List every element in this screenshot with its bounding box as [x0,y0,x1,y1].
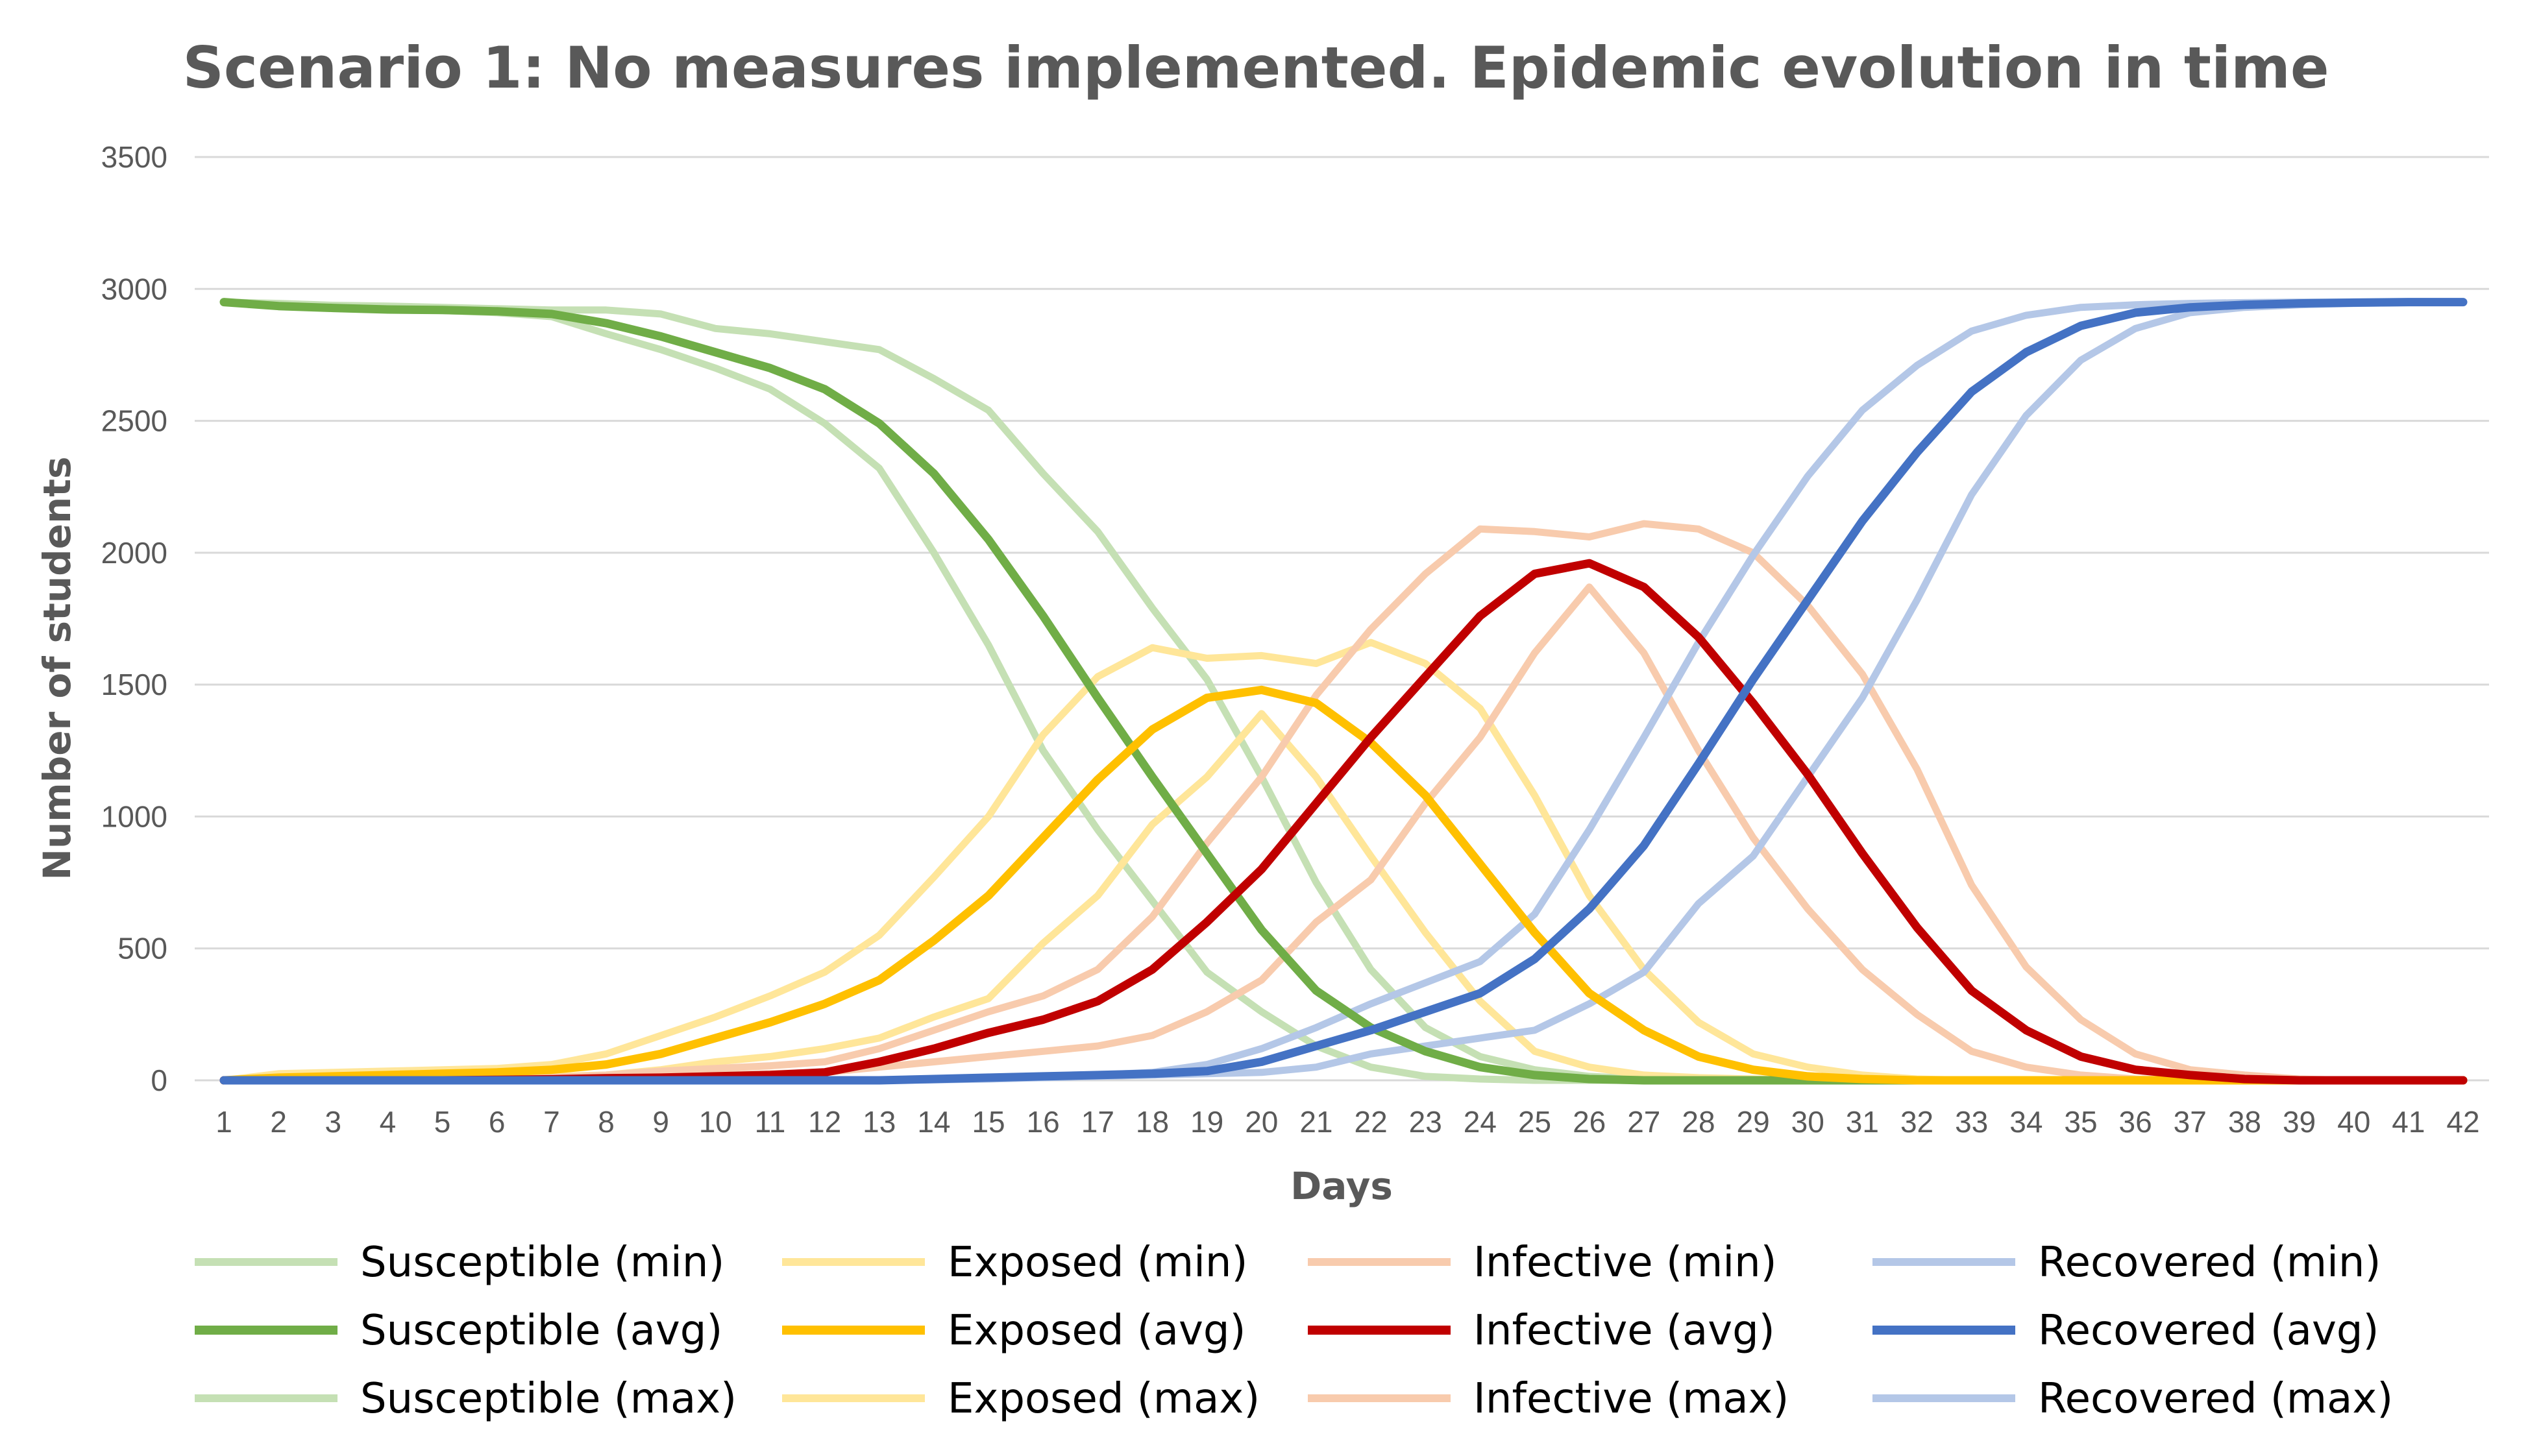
legend: Susceptible (min) Susceptible (avg) Suscep… [195,1239,2393,1423]
x-tick-label: 17 [1081,1105,1114,1139]
x-tick-label: 33 [1955,1105,1988,1139]
legend-label-susceptible-avg: Susceptible (avg) [360,1307,722,1355]
legend-label-susceptible-min: Susceptible (min) [360,1239,724,1287]
x-tick-label: 23 [1409,1105,1442,1139]
x-tick-label: 20 [1245,1105,1278,1139]
x-tick-label: 10 [699,1105,732,1139]
x-tick-label: 12 [808,1105,841,1139]
series-line-recovered-min [220,298,2467,1084]
x-tick-label: 16 [1027,1105,1060,1139]
x-tick-label: 35 [2064,1105,2097,1139]
legend-label-exposed-max: Exposed (max) [948,1375,1260,1423]
x-tick-label: 25 [1518,1105,1551,1139]
series-line-susceptible-min [220,298,2467,1084]
x-tick-label: 3 [325,1105,341,1139]
x-tick-label: 21 [1299,1105,1332,1139]
x-tick-label: 13 [863,1105,896,1139]
series-line-susceptible-avg [219,298,2468,1085]
x-tick-label: 19 [1190,1105,1223,1139]
gridlines [195,156,2489,1082]
x-axis-title: Days [1290,1164,1393,1208]
x-axis-ticks: 1 2 3 4 5 6 7 8 9 10 11 12 13 14 15 16 17 18 19 20 21 22 23 24 2… [215,1105,2479,1139]
y-axis-title: Number of students [35,456,79,880]
x-tick-label: 40 [2337,1105,2370,1139]
x-tick-label: 28 [1682,1105,1715,1139]
y-tick-label: 3000 [101,272,167,306]
x-tick-label: 39 [2283,1105,2316,1139]
x-tick-label: 36 [2119,1105,2152,1139]
x-tick-label: 26 [1573,1105,1606,1139]
y-tick-label: 1000 [101,799,167,833]
series-line-infective-max [220,520,2467,1084]
legend-label-infective-min: Infective (min) [1473,1239,1777,1287]
legend-label-exposed-min: Exposed (min) [948,1239,1247,1287]
y-tick-label: 500 [117,932,167,965]
x-tick-label: 37 [2174,1105,2207,1139]
x-tick-label: 7 [543,1105,560,1139]
legend-label-recovered-avg: Recovered (avg) [2038,1307,2379,1355]
x-tick-label: 24 [1464,1105,1497,1139]
x-tick-label: 29 [1737,1105,1770,1139]
x-tick-label: 14 [917,1105,950,1139]
x-tick-label: 34 [2009,1105,2043,1139]
x-tick-label: 41 [2392,1105,2425,1139]
y-tick-label: 1500 [101,668,167,701]
series-lines [219,298,2468,1085]
y-tick-label: 2500 [101,404,167,438]
x-tick-label: 30 [1791,1105,1824,1139]
series-line-susceptible-max [220,298,2467,1084]
x-tick-label: 22 [1354,1105,1387,1139]
x-tick-label: 11 [755,1105,786,1139]
x-tick-label: 31 [1846,1105,1879,1139]
legend-label-susceptible-max: Susceptible (max) [360,1375,737,1423]
x-tick-label: 27 [1627,1105,1660,1139]
x-tick-label: 9 [652,1105,669,1139]
x-tick-label: 8 [598,1105,615,1139]
x-tick-label: 2 [270,1105,287,1139]
legend-label-exposed-avg: Exposed (avg) [948,1307,1246,1355]
legend-label-recovered-min: Recovered (min) [2038,1239,2381,1287]
x-tick-label: 4 [380,1105,397,1139]
x-tick-label: 18 [1136,1105,1169,1139]
series-line-exposed-avg [219,685,2468,1085]
y-axis-ticks: 0 500 1000 1500 2000 2500 3000 3500 [101,140,167,1097]
x-tick-label: 38 [2228,1105,2261,1139]
x-tick-label: 6 [489,1105,506,1139]
x-tick-label: 15 [972,1105,1005,1139]
legend-label-infective-avg: Infective (avg) [1473,1307,1775,1355]
y-tick-label: 3500 [101,140,167,174]
series-line-recovered-max [220,298,2467,1084]
chart-title: Scenario 1: No measures implemented. Epi… [182,34,2329,101]
x-tick-label: 1 [215,1105,232,1139]
x-tick-label: 42 [2446,1105,2479,1139]
x-tick-label: 5 [434,1105,451,1139]
y-tick-label: 0 [151,1063,167,1097]
legend-label-recovered-max: Recovered (max) [2038,1375,2393,1423]
legend-label-infective-max: Infective (max) [1473,1375,1789,1423]
y-tick-label: 2000 [101,536,167,570]
x-tick-label: 32 [1900,1105,1933,1139]
series-line-recovered-avg [219,298,2468,1085]
